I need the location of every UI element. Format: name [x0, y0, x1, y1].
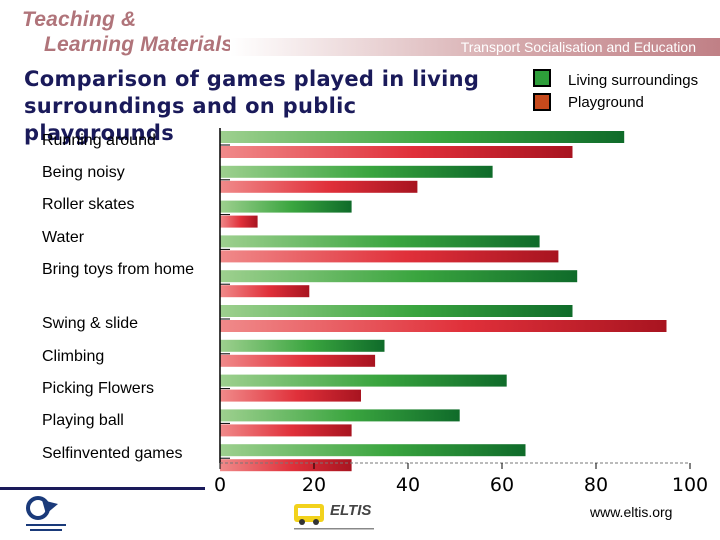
legend-swatch-living — [533, 69, 551, 87]
bar-playground — [220, 354, 376, 367]
legend-label-living: Living surroundings — [568, 72, 699, 89]
category-label: Playing ball — [42, 412, 124, 429]
category-label: Roller skates — [42, 196, 135, 213]
bar-living — [220, 409, 460, 422]
eltis-logo-text: ELTIS — [330, 502, 372, 519]
header-strip-text: Transport Socialisation and Education — [460, 39, 696, 55]
bar-living — [220, 235, 540, 248]
category-label: Selfinvented games — [42, 445, 183, 462]
x-tick-label: 80 — [584, 474, 608, 496]
category-label: Picking Flowers — [42, 380, 155, 397]
category-label: Climbing — [42, 348, 105, 365]
commission-logo-icon — [26, 496, 66, 531]
x-tick-label: 0 — [214, 474, 226, 496]
footer-url-link[interactable]: www.eltis.org — [590, 504, 673, 520]
bar-playground — [220, 215, 258, 228]
bar-playground — [220, 250, 559, 263]
bar-living — [220, 200, 352, 213]
footer-line — [0, 487, 205, 490]
bar-living — [220, 165, 493, 178]
bar-playground — [220, 285, 310, 298]
bar-playground — [220, 389, 361, 402]
category-label: Being noisy — [42, 164, 125, 181]
bar-living — [220, 131, 625, 143]
bar-playground — [220, 424, 352, 437]
bar-living — [220, 444, 526, 457]
eltis-logo-icon — [294, 504, 374, 530]
brand-learning-materials: Learning Materials — [44, 33, 234, 56]
x-tick-label: 20 — [302, 474, 326, 496]
category-label: Bring toys from home — [42, 261, 195, 278]
bar-living — [220, 305, 573, 317]
bar-playground — [220, 180, 418, 193]
bar-living — [220, 339, 385, 352]
category-label: Swing & slide — [42, 315, 139, 332]
chart-title: Comparison of games played in living sur… — [24, 67, 480, 145]
x-tick-label: 40 — [396, 474, 420, 496]
bar-playground — [220, 320, 667, 332]
header-strip — [230, 38, 720, 56]
bar-living — [220, 270, 578, 283]
category-label: Running around — [42, 132, 156, 149]
x-tick-label: 100 — [672, 474, 708, 496]
bar-playground — [220, 459, 352, 472]
legend-swatch-playground — [533, 93, 551, 111]
bar-playground — [220, 146, 573, 158]
x-tick-label: 60 — [490, 474, 514, 496]
brand-teaching: Teaching & — [22, 8, 137, 31]
category-label: Water — [42, 229, 85, 246]
legend-label-playground: Playground — [568, 94, 644, 111]
bar-living — [220, 374, 507, 387]
